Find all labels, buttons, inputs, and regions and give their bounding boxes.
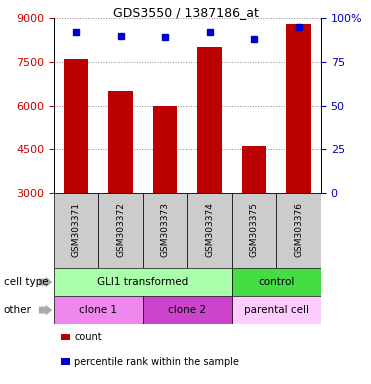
Bar xyxy=(143,296,232,324)
Bar xyxy=(197,47,222,193)
Text: count: count xyxy=(74,331,102,342)
Text: GSM303375: GSM303375 xyxy=(250,202,259,257)
Text: percentile rank within the sample: percentile rank within the sample xyxy=(74,356,239,367)
Text: control: control xyxy=(258,277,295,287)
Bar xyxy=(98,193,143,268)
Text: GSM303372: GSM303372 xyxy=(116,202,125,257)
Bar xyxy=(64,59,88,193)
Bar xyxy=(276,193,321,268)
Text: clone 1: clone 1 xyxy=(79,305,117,315)
Bar xyxy=(187,193,232,268)
Bar xyxy=(242,146,266,193)
Text: GLI1 transformed: GLI1 transformed xyxy=(97,277,188,287)
Bar xyxy=(232,193,276,268)
Bar xyxy=(286,24,311,193)
Text: GSM303371: GSM303371 xyxy=(72,202,81,257)
Bar xyxy=(143,193,187,268)
Text: parental cell: parental cell xyxy=(244,305,309,315)
Bar xyxy=(153,106,177,193)
Text: other: other xyxy=(4,305,32,315)
Bar xyxy=(108,91,133,193)
Bar xyxy=(232,296,321,324)
Bar xyxy=(54,193,98,268)
Text: GSM303374: GSM303374 xyxy=(205,202,214,257)
Text: clone 2: clone 2 xyxy=(168,305,206,315)
Bar xyxy=(54,296,143,324)
Bar xyxy=(232,268,321,296)
Text: GSM303376: GSM303376 xyxy=(294,202,303,257)
Text: GSM303373: GSM303373 xyxy=(161,202,170,257)
Bar xyxy=(54,268,232,296)
Text: GDS3550 / 1387186_at: GDS3550 / 1387186_at xyxy=(112,6,259,19)
Text: cell type: cell type xyxy=(4,277,48,287)
